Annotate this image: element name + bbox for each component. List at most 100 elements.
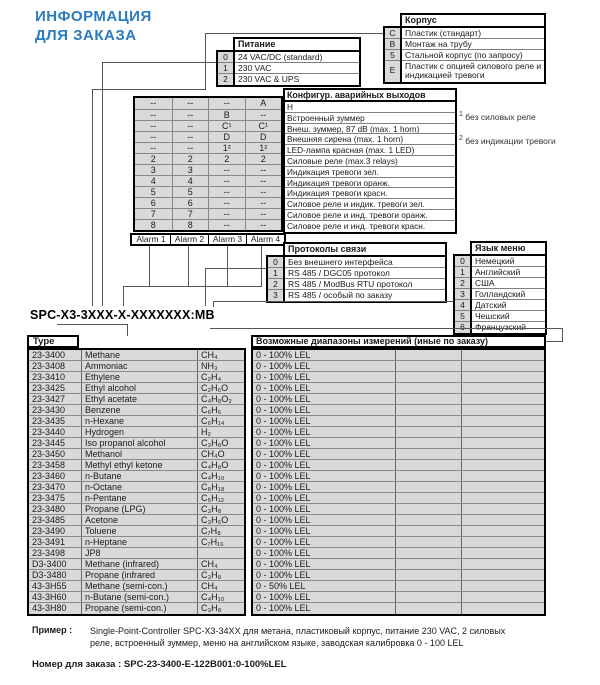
range-cell-empty: [461, 350, 544, 360]
protocol-option-label: RS 485 / DGC05 протокол: [285, 268, 445, 279]
languages-header: Язык меню: [472, 243, 545, 256]
gas-name-cell: Acetone: [81, 515, 197, 525]
type-row: 23-3410 Ethylene C₂H₄: [29, 372, 244, 383]
gas-name-cell: n-Hexane: [81, 416, 197, 426]
housing-code-cell: C: [385, 28, 400, 39]
type-code-cell: 43-3H80: [32, 603, 67, 613]
formula-cell: C₂H₆O: [197, 383, 244, 393]
type-row: 23-3485 Acetone C₃H₆O: [29, 515, 244, 526]
alarm-output-option: Индикация тревоги оранж.: [285, 178, 455, 189]
type-code-cell: 23-3491: [32, 537, 66, 547]
range-cell-empty: [461, 526, 544, 536]
range-row: 0 - 100% LEL: [253, 394, 544, 405]
page-title: ИНФОРМАЦИЯ ДЛЯ ЗАКАЗА: [35, 7, 152, 45]
power-option-label: 230 VAC & UPS: [238, 74, 300, 84]
formula-cell: C₇H₁₆: [197, 537, 244, 547]
matrix-cell-alarm3: --: [208, 164, 245, 175]
range-cell: 0 - 100% LEL: [256, 383, 311, 393]
matrix-cell-alarm2: 5: [171, 186, 208, 197]
connector-line: [213, 301, 453, 302]
alarm-outputs-table: Конфигур. аварийных выходов H Встроенный …: [283, 88, 457, 234]
matrix-row: 8 8 -- --: [135, 219, 281, 230]
connector-line: [261, 246, 262, 286]
gas-name-cell: JP8: [81, 548, 197, 558]
connector-line: [92, 89, 206, 90]
type-code-cell: 23-3490: [32, 526, 66, 536]
range-cell-empty: [461, 372, 544, 382]
alarm-column-labels: Alarm 1 Alarm 2 Alarm 3 Alarm 4: [130, 233, 286, 246]
matrix-cell-alarm3: 2: [208, 153, 245, 164]
type-code-cell: 23-3410: [32, 372, 66, 382]
range-cell: 0 - 100% LEL: [256, 405, 311, 415]
range-cell-empty: [395, 592, 461, 602]
language-option-label: Английский: [472, 267, 545, 278]
protocol-code-cell: 1: [268, 268, 283, 279]
range-cell-empty: [395, 482, 461, 492]
type-code-cell: 23-3425: [32, 383, 66, 393]
range-row: 0 - 100% LEL: [253, 570, 544, 581]
type-row: 23-3470 n-Octane C₈H₁₈: [29, 482, 244, 493]
power-option-label: 230 VAC: [235, 63, 359, 74]
range-cell-empty: [461, 548, 544, 558]
matrix-cell-alarm3: --: [208, 98, 245, 109]
type-row: 23-3458 Methyl ethyl ketone C₄H₈O: [29, 460, 244, 471]
connector-line: [123, 286, 124, 306]
language-option-label: Немецкий: [472, 256, 545, 267]
formula-cell: C₇H₈: [197, 526, 244, 536]
matrix-row: -- -- C¹ C¹: [135, 120, 281, 131]
range-row: 0 - 100% LEL: [253, 559, 544, 570]
matrix-cell-alarm2: --: [171, 120, 208, 131]
matrix-cell-alarm1: --: [135, 142, 172, 153]
formula-cell: CH₄: [197, 350, 244, 360]
range-cell-empty: [461, 559, 544, 569]
matrix-cell-alarm2: 3: [171, 164, 208, 175]
language-option-label: Датский: [472, 300, 545, 311]
matrix-row: -- -- D D: [135, 131, 281, 142]
matrix-cell-alarm3: B: [208, 109, 245, 120]
type-code-cell: 43-3H60: [32, 592, 67, 602]
range-row: 0 - 100% LEL: [253, 537, 544, 548]
type-row: 23-3425 Ethyl alcohol C₂H₆O: [29, 383, 244, 394]
formula-cell: NH₃: [197, 361, 244, 371]
range-cell-empty: [395, 471, 461, 481]
matrix-cell-alarm3: 1²: [208, 142, 245, 153]
gas-name-cell: Propane (infrared: [81, 570, 197, 580]
range-cell: 0 - 100% LEL: [256, 603, 311, 613]
housing-option-label: Пластик (стандарт): [402, 28, 544, 39]
protocol-option-label: Без внешнего интерфейса: [285, 257, 445, 268]
type-row: 23-3460 n-Butane C₄H₁₀: [29, 471, 244, 482]
matrix-cell-alarm1: --: [135, 120, 172, 131]
type-row: 23-3435 n-Hexane C₆H₁₄: [29, 416, 244, 427]
example-text-line2: реле, встроенный зуммер, меню на английс…: [90, 638, 464, 648]
range-cell-empty: [461, 592, 544, 602]
formula-cell: C₃H₈: [197, 504, 244, 514]
range-cell: 0 - 100% LEL: [256, 526, 311, 536]
type-code-cell: 23-3498: [32, 548, 66, 558]
alarm-column-label: Alarm 2: [170, 235, 208, 244]
range-cell-empty: [395, 460, 461, 470]
range-row: 0 - 100% LEL: [253, 526, 544, 537]
range-cell-empty: [461, 405, 544, 415]
matrix-cell-alarm2: 6: [171, 197, 208, 208]
gas-name-cell: Ammoniac: [81, 361, 197, 371]
matrix-cell-alarm4: C¹: [244, 120, 281, 131]
range-cell: 0 - 100% LEL: [256, 504, 311, 514]
matrix-row: 5 5 -- --: [135, 186, 281, 197]
alarm-output-option: Индикация тревоги красн.: [285, 188, 455, 200]
range-cell: 0 - 100% LEL: [256, 427, 311, 437]
alarm-config-matrix: -- -- -- A -- -- B -- -- -- C¹ C¹ -- --: [133, 96, 283, 232]
connector-line: [562, 328, 563, 342]
formula-cell: CH₄: [197, 581, 244, 591]
type-code-cell: 23-3485: [32, 515, 66, 525]
range-cell: 0 - 100% LEL: [256, 537, 311, 547]
type-row: 23-3490 Toluene C₇H₈: [29, 526, 244, 537]
connector-line: [92, 89, 93, 306]
gas-name-cell: Propane (LPG): [81, 504, 197, 514]
matrix-row: -- -- -- A: [135, 98, 281, 109]
matrix-cell-alarm3: --: [208, 208, 245, 219]
type-code-cell: 23-3435: [32, 416, 66, 426]
matrix-cell-alarm4: A: [244, 98, 282, 109]
type-row: 23-3400 Methane CH₄: [29, 350, 244, 361]
